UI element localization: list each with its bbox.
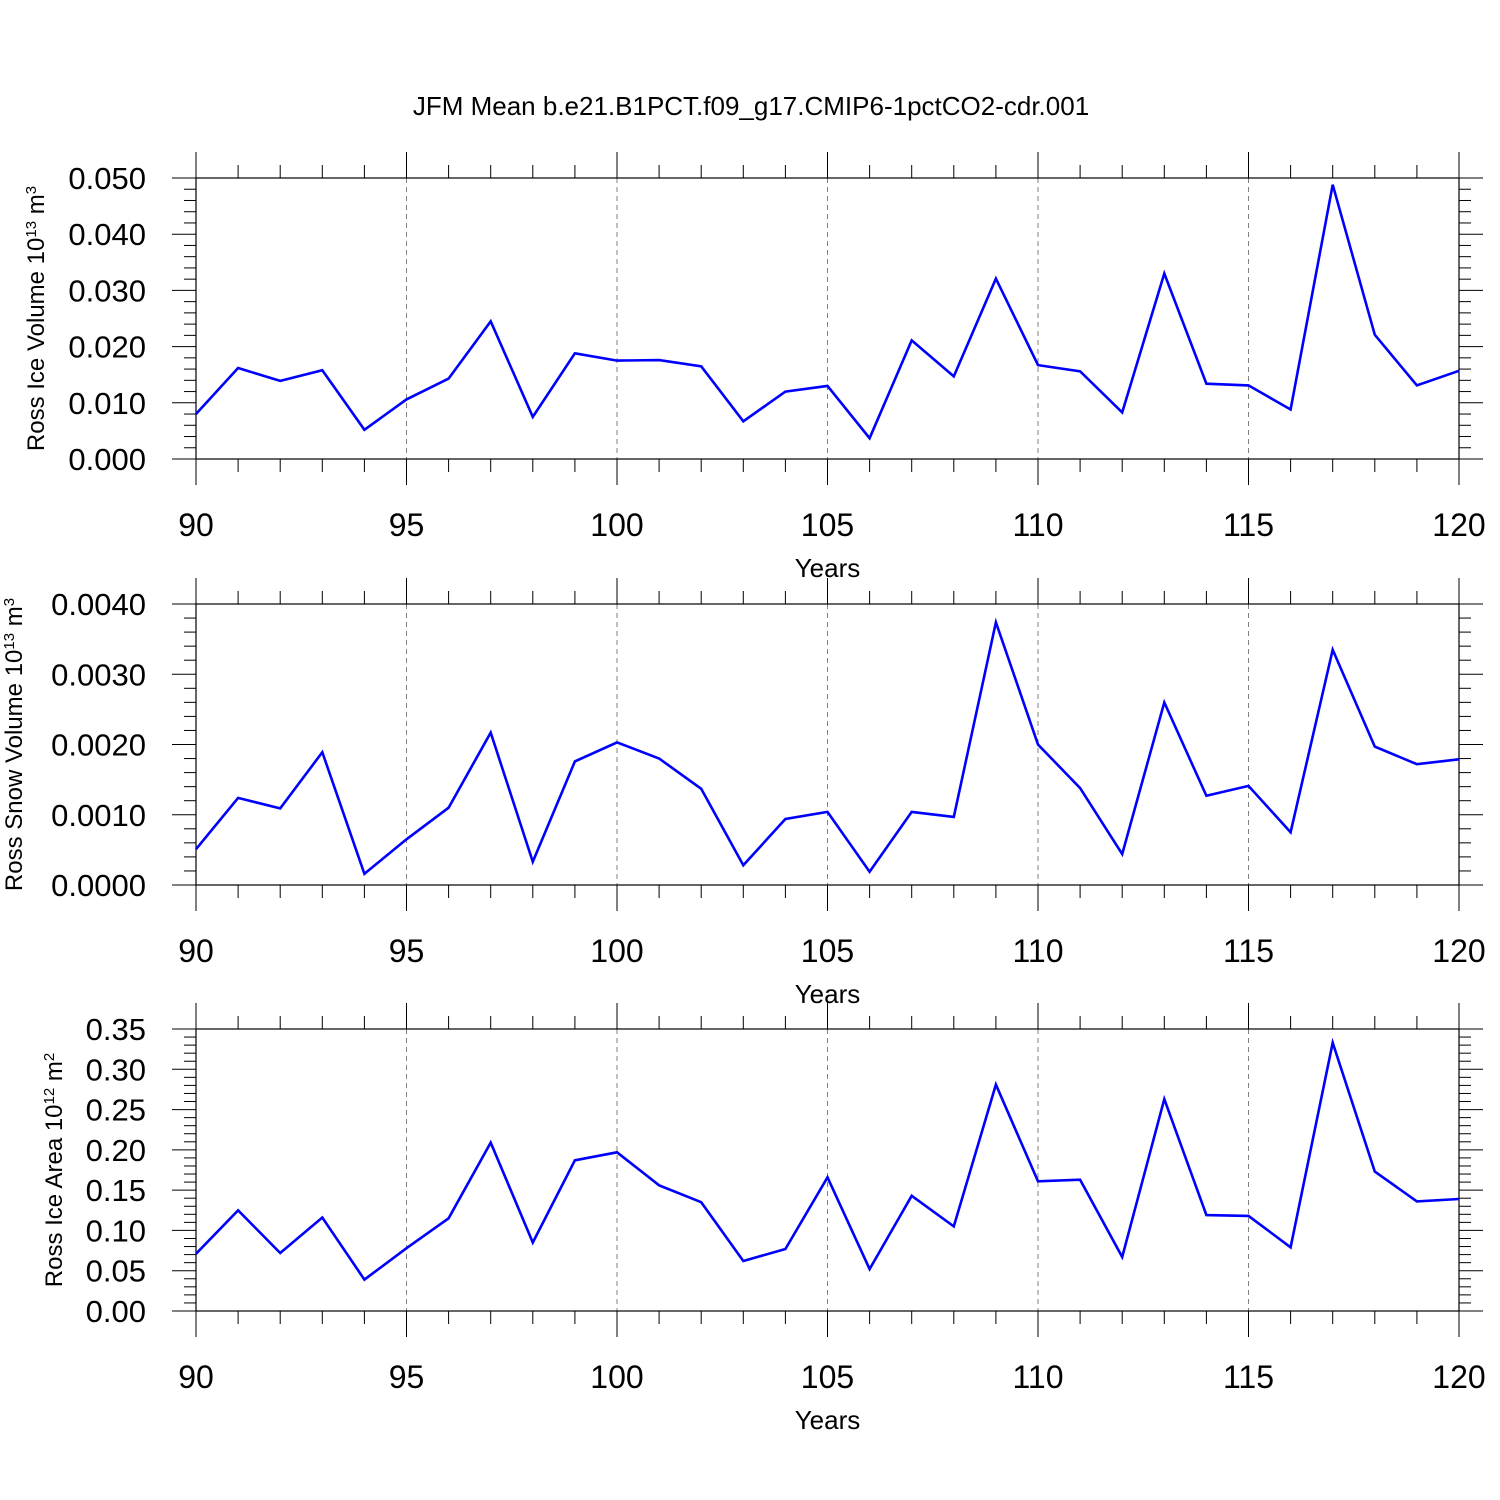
x-tick-label: 90 — [178, 933, 214, 969]
y-axis-label: Ross Snow Volume 1013 m3 — [1, 598, 29, 891]
y-axis-label: Ross Ice Volume 1013 m3 — [23, 186, 51, 451]
x-axis-label: Years — [795, 1405, 861, 1435]
y-axis-label-superscript: 3 — [23, 186, 40, 194]
y-tick-label: 0.05 — [86, 1254, 146, 1289]
y-tick-label: 0.010 — [68, 386, 146, 421]
y-axis-label-text: m — [41, 1061, 68, 1088]
x-tick-label: 105 — [801, 507, 854, 543]
y-tick-label: 0.25 — [86, 1093, 146, 1128]
y-tick-label: 0.030 — [68, 273, 146, 308]
x-tick-label: 95 — [389, 507, 425, 543]
y-tick-label: 0.0000 — [51, 868, 146, 903]
y-tick-label: 0.30 — [86, 1052, 146, 1087]
x-tick-label: 115 — [1223, 507, 1274, 543]
x-tick-label: 90 — [178, 507, 214, 543]
y-tick-label: 0.15 — [86, 1173, 146, 1208]
y-tick-label: 0.10 — [86, 1213, 146, 1248]
x-tick-label: 100 — [590, 1359, 643, 1395]
y-tick-label: 0.0020 — [51, 728, 146, 763]
y-tick-label: 0.0030 — [51, 657, 146, 692]
series-line — [195, 184, 1460, 441]
y-tick-label: 0.35 — [86, 1012, 146, 1047]
x-tick-label: 100 — [590, 507, 643, 543]
y-axis-label-text: Ross Ice Area 10 — [41, 1104, 68, 1287]
y-tick-label: 0.00 — [86, 1294, 146, 1329]
panel-3: 90 95 100 105 110 115 120 Years 0.00 0.05 0.10 0.15… — [41, 1003, 1486, 1435]
y-axis-label-superscript: 13 — [23, 221, 40, 238]
y-tick-label: 0.020 — [68, 330, 146, 365]
series-line — [194, 617, 1460, 876]
y-axis-label: Ross Ice Area 1012 m2 — [41, 1053, 69, 1287]
x-tick-label: 100 — [590, 933, 643, 969]
x-tick-label: 90 — [178, 1359, 214, 1395]
x-tick-label: 110 — [1012, 933, 1063, 969]
x-tick-label: 110 — [1012, 507, 1063, 543]
y-axis-label-superscript: 12 — [41, 1088, 58, 1105]
x-tick-label: 105 — [801, 1359, 854, 1395]
plot-frame — [195, 1028, 1460, 1312]
x-tick-label: 105 — [801, 933, 854, 969]
y-tick-label: 0.0010 — [51, 798, 146, 833]
y-tick-label: 0.040 — [68, 217, 146, 252]
y-axis-label-superscript: 2 — [41, 1053, 58, 1061]
x-tick-label: 120 — [1432, 933, 1485, 969]
y-axis-label-text: m — [23, 194, 50, 221]
y-tick-label: 0.000 — [68, 442, 146, 477]
y-axis-label-text: Ross Ice Volume 10 — [23, 238, 50, 451]
x-tick-label: 95 — [389, 933, 425, 969]
panel-1: 90 95 100 105 110 115 120Years0.0000.0100.0200… — [23, 152, 1486, 583]
series-line — [195, 1037, 1460, 1282]
x-tick-label: 115 — [1223, 933, 1274, 969]
x-tick-label: 120 — [1432, 1359, 1485, 1395]
y-axis-label-text: Ross Snow Volume 10 — [1, 650, 28, 891]
y-tick-label: 0.20 — [86, 1133, 146, 1168]
x-tick-label: 120 — [1432, 507, 1485, 543]
panel-2: 90 95 100 105 110 115 120Years0.00000.00100.00… — [1, 578, 1486, 1009]
x-tick-label: 110 — [1012, 1359, 1063, 1395]
chart-title: JFM Mean b.e21.B1PCT.f09_g17.CMIP6-1pctC… — [413, 91, 1089, 121]
x-tick-label: 95 — [389, 1359, 425, 1395]
y-axis-label-text: m — [1, 606, 28, 633]
x-tick-label: 115 — [1223, 1359, 1274, 1395]
y-axis-label-superscript: 13 — [1, 633, 18, 650]
y-tick-label: 0.0040 — [51, 587, 146, 622]
y-axis-label-superscript: 3 — [1, 598, 18, 606]
y-tick-label: 0.050 — [68, 161, 146, 196]
